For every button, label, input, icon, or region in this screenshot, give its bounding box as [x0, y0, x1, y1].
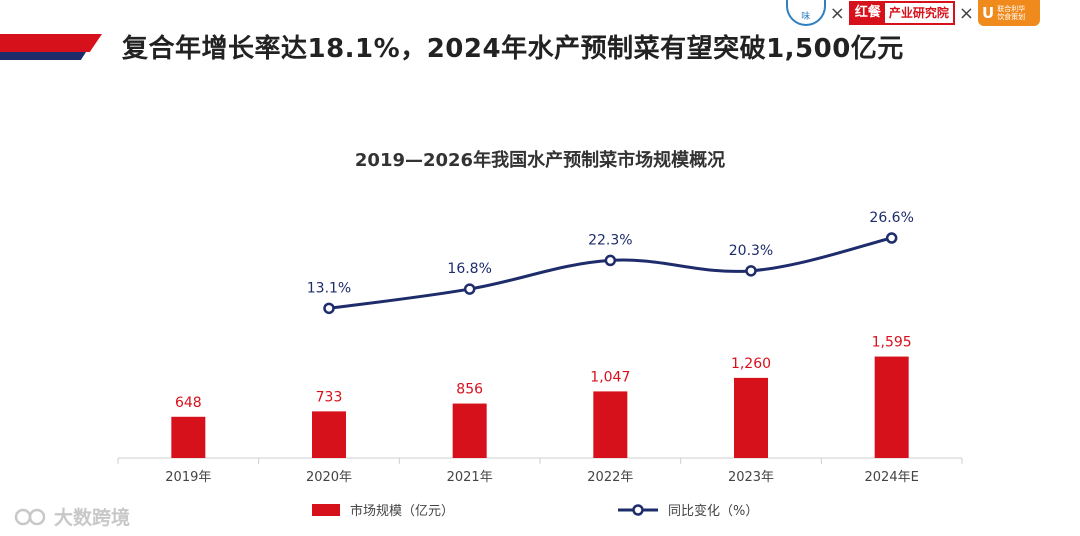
yoy-value-label-4: 20.3% — [729, 243, 773, 259]
x-tick-label-5: 2024年E — [865, 470, 919, 485]
brand-watermark-icon — [14, 508, 46, 525]
x-tick-label-2: 2021年 — [447, 470, 493, 485]
bar-value-label-2: 856 — [456, 382, 483, 398]
cross-icon: × — [829, 2, 845, 24]
yoy-point-2 — [463, 283, 476, 295]
yoy-value-label-2: 16.8% — [447, 261, 491, 277]
hongcan-logo-text: 产业研究院 — [888, 6, 949, 20]
unilever-food-logo: U 联合利华 饮食策划 — [978, 0, 1040, 26]
bar-value-label-3: 1,047 — [590, 369, 630, 385]
bar-value-label-1: 733 — [316, 389, 343, 405]
bar-4 — [734, 377, 768, 458]
legend-line-swatch — [618, 503, 658, 516]
legend-line-label: 同比变化（%） — [668, 504, 759, 519]
title-banner-navy — [0, 52, 86, 60]
bar-3 — [593, 391, 628, 458]
unilever-logo-line1: 联合利华 — [997, 5, 1026, 13]
x-tick-label-4: 2023年 — [728, 470, 774, 485]
x-tick-label-3: 2022年 — [587, 470, 633, 485]
x-tick-label-1: 2020年 — [306, 470, 352, 485]
yoy-point-3 — [604, 254, 617, 267]
legend-item-line: 同比变化（%） — [618, 500, 758, 519]
page-headline: 复合年增长率达18.1%，2024年水产预制菜有望突破1,500亿元 — [122, 34, 904, 64]
yoy-value-label-5: 26.6% — [869, 210, 913, 226]
bar-2 — [452, 403, 487, 458]
legend-item-bar: 市场规模（亿元） — [312, 500, 454, 519]
bar-value-label-0: 648 — [175, 395, 202, 411]
association-logo-text: 味 — [801, 12, 811, 22]
yoy-point-1 — [323, 302, 335, 315]
yoy-point-5 — [885, 232, 898, 244]
unilever-logo-mark: U — [982, 4, 995, 22]
yoy-line-path — [328, 236, 893, 310]
bar-5 — [874, 356, 909, 458]
yoy-point-4 — [745, 265, 757, 277]
title-banner-red — [0, 34, 102, 52]
unilever-logo-line2: 饮食策划 — [997, 13, 1026, 21]
x-tick-label-0: 2019年 — [165, 470, 211, 485]
brand-watermark-text: 大数跨境 — [54, 507, 131, 529]
legend-bar-label: 市场规模（亿元） — [350, 504, 455, 519]
brand-watermark: 大数跨境 — [14, 503, 130, 530]
bar-1 — [312, 411, 346, 458]
hongcan-logo: 红餐 产业研究院 — [848, 1, 955, 25]
yoy-value-label-3: 22.3% — [588, 232, 632, 248]
yoy-value-label-1: 13.1% — [307, 280, 351, 296]
bar-value-label-5: 1,595 — [872, 335, 912, 351]
chart-title: 2019—2026年我国水产预制菜市场规模概况 — [354, 150, 726, 171]
logo-strip: 味 × 红餐 产业研究院 × U 联合利华 饮食策划 — [785, 0, 1040, 26]
bar-0 — [171, 416, 206, 458]
bar-value-label-4: 1,260 — [731, 356, 771, 372]
hongcan-logo-mark: 红餐 — [850, 3, 885, 23]
legend-bar-swatch — [312, 503, 340, 516]
cross-icon: × — [958, 2, 974, 24]
